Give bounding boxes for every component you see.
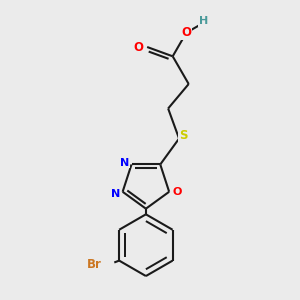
- Text: O: O: [134, 40, 144, 53]
- Text: Br: Br: [87, 258, 102, 271]
- Text: O: O: [181, 26, 191, 39]
- Text: N: N: [111, 189, 121, 199]
- Text: H: H: [199, 16, 208, 26]
- Text: O: O: [173, 187, 182, 197]
- Text: S: S: [179, 129, 188, 142]
- Text: N: N: [120, 158, 129, 168]
